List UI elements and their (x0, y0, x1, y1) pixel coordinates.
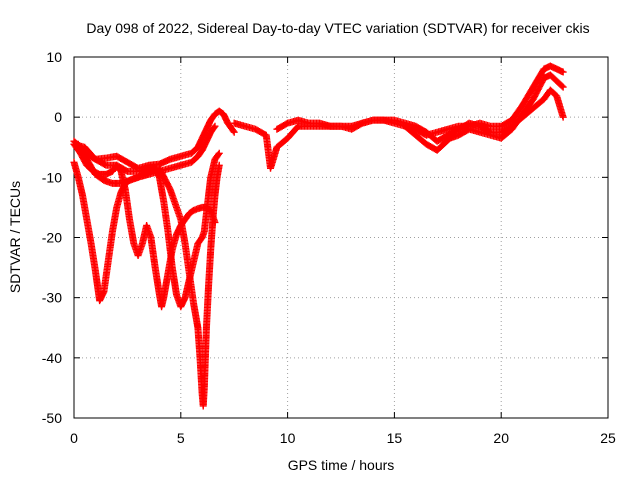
data-point (559, 113, 567, 121)
x-tick-label: 0 (70, 430, 78, 446)
data-point (215, 161, 223, 169)
y-tick-label: 10 (46, 49, 62, 65)
data-point (558, 82, 566, 90)
data-marks (70, 62, 567, 410)
data-point (211, 122, 219, 130)
x-tick-label: 5 (177, 430, 185, 446)
data-point (210, 123, 218, 131)
y-tick-label: -40 (42, 350, 62, 366)
chart-title: Day 098 of 2022, Sidereal Day-to-day VTE… (86, 20, 589, 36)
x-tick-label: 25 (600, 430, 616, 446)
axis-ticks: 0 5 10 15 20 25 10 0 -10 -20 -30 -40 -50 (42, 49, 616, 446)
y-tick-label: 0 (54, 109, 62, 125)
data-point (559, 83, 567, 91)
x-tick-label: 10 (280, 430, 296, 446)
y-tick-label: -50 (42, 410, 62, 426)
y-axis-label: SDTVAR / TECUs (7, 181, 23, 293)
data-point (214, 150, 222, 158)
x-axis-label: GPS time / hours (288, 457, 395, 473)
series-track-8 (401, 71, 567, 154)
series-track-7 (273, 62, 567, 139)
data-point (559, 68, 567, 76)
x-tick-label: 20 (493, 430, 509, 446)
y-tick-label: -30 (42, 290, 62, 306)
data-point (215, 149, 223, 157)
y-tick-label: -20 (42, 230, 62, 246)
series-track-5 (74, 107, 238, 172)
series-track-4 (70, 140, 223, 410)
y-tick-label: -10 (42, 169, 62, 185)
data-point (229, 127, 237, 135)
x-tick-label: 15 (387, 430, 403, 446)
data-point (230, 128, 238, 136)
